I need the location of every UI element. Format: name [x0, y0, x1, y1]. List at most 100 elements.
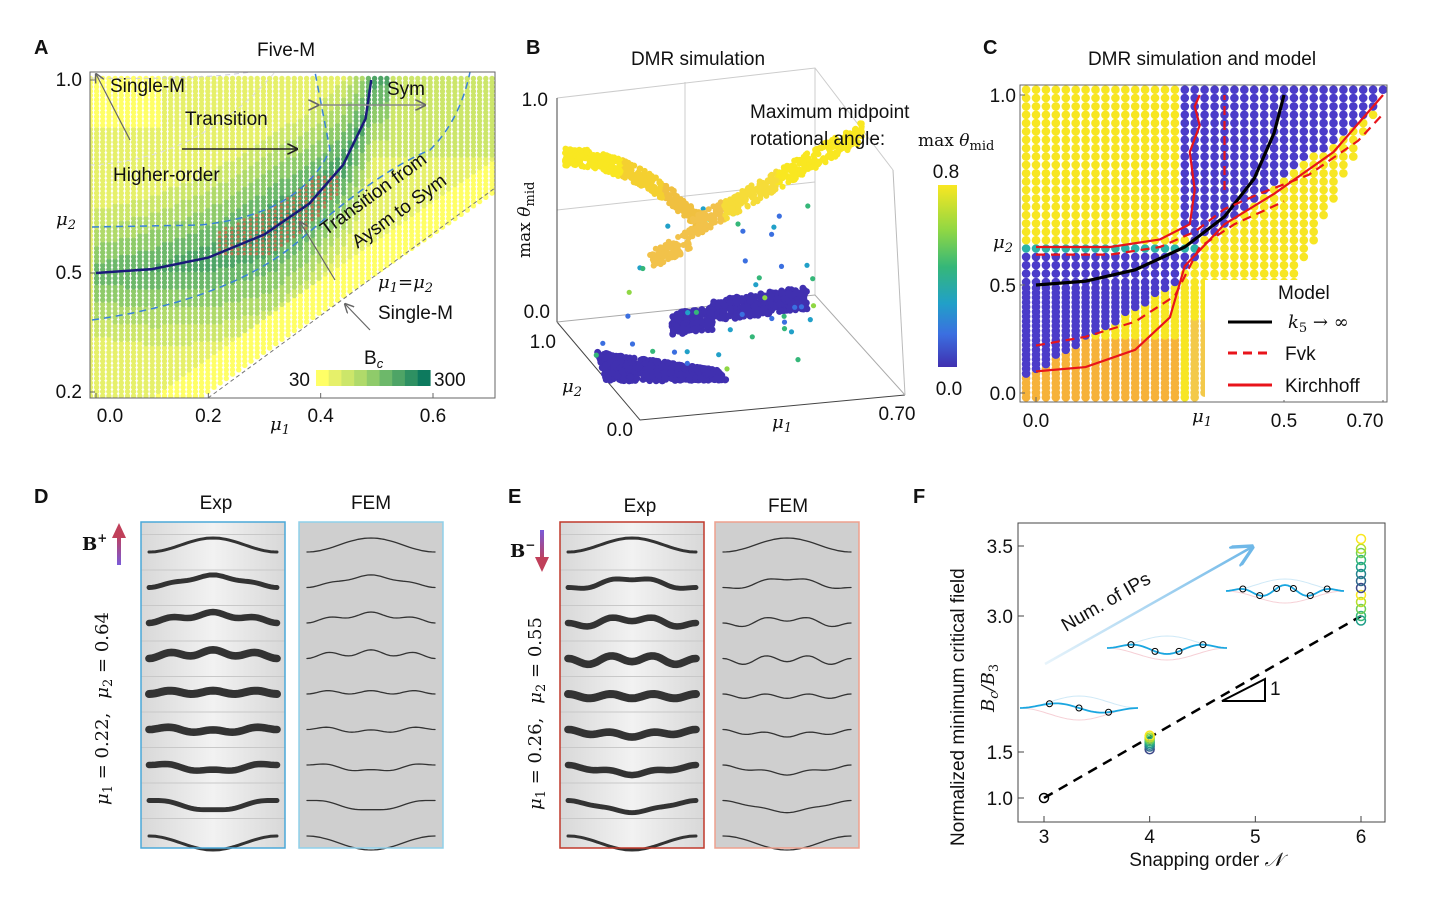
- colorbar-swatch: [392, 370, 405, 386]
- heatmap-cell: [279, 76, 284, 81]
- transition-hatch-dot: [243, 231, 246, 234]
- transition-hatch-dot: [267, 218, 270, 221]
- annotation-higher-order: Higher-order: [113, 165, 220, 186]
- data-point: [697, 374, 704, 381]
- transition-hatch-dot: [243, 252, 246, 255]
- transition-hatch-dot: [237, 231, 240, 234]
- transition-hatch-dot: [224, 231, 227, 234]
- transition-hatch-dot: [304, 218, 307, 221]
- heatmap-cell: [496, 173, 501, 178]
- transition-hatch-dot: [224, 235, 227, 238]
- heatmap-cell: [273, 76, 278, 81]
- heatmap-cell: [341, 76, 346, 81]
- heatmap-cell: [304, 76, 309, 81]
- transition-hatch-dot: [218, 248, 221, 251]
- heatmap-cell: [483, 76, 488, 81]
- transition-hatch-dot: [323, 180, 326, 183]
- transition-hatch-dot: [261, 214, 264, 217]
- transition-hatch-dot: [274, 210, 277, 213]
- transition-hatch-dot: [224, 252, 227, 255]
- heatmap-cell: [496, 139, 501, 144]
- transition-hatch-dot: [249, 227, 252, 230]
- transition-hatch-dot: [230, 235, 233, 238]
- panel-a-heatmap: [88, 76, 501, 399]
- transition-hatch-dot: [243, 235, 246, 238]
- heatmap-cell: [360, 76, 365, 81]
- heatmap-cell: [242, 76, 247, 81]
- data-point: [621, 377, 628, 384]
- data-point: [686, 376, 693, 383]
- data-point: [614, 373, 621, 380]
- heatmap-cell: [292, 76, 297, 81]
- heatmap-cell: [496, 182, 501, 187]
- heatmap-cell: [428, 76, 433, 81]
- transition-hatch-dot: [224, 227, 227, 230]
- heatmap-cell: [496, 76, 501, 81]
- transition-hatch-dot: [335, 188, 338, 191]
- panel-a-ylabel: μ2: [56, 209, 76, 233]
- transition-hatch-dot: [323, 197, 326, 200]
- heatmap-cell: [261, 76, 266, 81]
- data-point: [626, 355, 633, 362]
- transition-hatch-dot: [261, 244, 264, 247]
- colorbar-swatch: [367, 370, 380, 386]
- transition-hatch-dot: [286, 235, 289, 238]
- transition-hatch-dot: [274, 244, 277, 247]
- heatmap-cell: [496, 135, 501, 140]
- transition-hatch-dot: [292, 201, 295, 204]
- heatmap-cell: [353, 76, 358, 81]
- x-tick-label: 0.6: [420, 406, 446, 427]
- heatmap-cell: [496, 127, 501, 132]
- transition-hatch-dot: [286, 210, 289, 213]
- transition-hatch-dot: [218, 244, 221, 247]
- heatmap-cell: [496, 84, 501, 89]
- transition-hatch-dot: [249, 218, 252, 221]
- transition-hatch-dot: [218, 231, 221, 234]
- transition-hatch-dot: [311, 205, 314, 208]
- transition-hatch-dot: [267, 214, 270, 217]
- transition-hatch-dot: [280, 244, 283, 247]
- transition-hatch-dot: [329, 197, 332, 200]
- heatmap-cell: [496, 186, 501, 191]
- heatmap-cell: [477, 76, 482, 81]
- transition-hatch-dot: [280, 231, 283, 234]
- heatmap-cell: [446, 76, 451, 81]
- heatmap-cell: [496, 110, 501, 115]
- transition-hatch-dot: [323, 201, 326, 204]
- transition-hatch-dot: [298, 231, 301, 234]
- heatmap-cell: [496, 106, 501, 111]
- transition-hatch-dot: [218, 235, 221, 238]
- heatmap-cell: [323, 76, 328, 81]
- transition-hatch-dot: [292, 231, 295, 234]
- transition-hatch-dot: [317, 180, 320, 183]
- data-point: [672, 377, 679, 384]
- transition-hatch-dot: [317, 184, 320, 187]
- data-point: [644, 374, 651, 381]
- transition-hatch-dot: [286, 239, 289, 242]
- data-point: [678, 371, 685, 378]
- heatmap-cell: [496, 178, 501, 183]
- transition-hatch-dot: [255, 231, 258, 234]
- y-tick-label: 1.0: [56, 70, 82, 91]
- data-point: [655, 372, 662, 379]
- data-point: [681, 365, 688, 372]
- transition-hatch-dot: [274, 239, 277, 242]
- transition-hatch-dot: [323, 193, 326, 196]
- transition-hatch-dot: [261, 239, 264, 242]
- heatmap-cell: [310, 76, 315, 81]
- heatmap-cell: [471, 76, 476, 81]
- transition-hatch-dot: [243, 248, 246, 251]
- heatmap-cell: [440, 76, 445, 81]
- transition-hatch-dot: [255, 252, 258, 255]
- transition-hatch-dot: [237, 239, 240, 242]
- data-point: [612, 361, 619, 368]
- transition-hatch-dot: [280, 214, 283, 217]
- heatmap-cell: [496, 114, 501, 119]
- transition-hatch-dot: [280, 235, 283, 238]
- panel-a-colorbar-min: 30: [289, 370, 310, 391]
- transition-hatch-dot: [329, 184, 332, 187]
- heatmap-cell: [452, 76, 457, 81]
- colorbar-swatch: [341, 370, 354, 386]
- heatmap-cell: [217, 76, 222, 81]
- transition-hatch-dot: [255, 222, 258, 225]
